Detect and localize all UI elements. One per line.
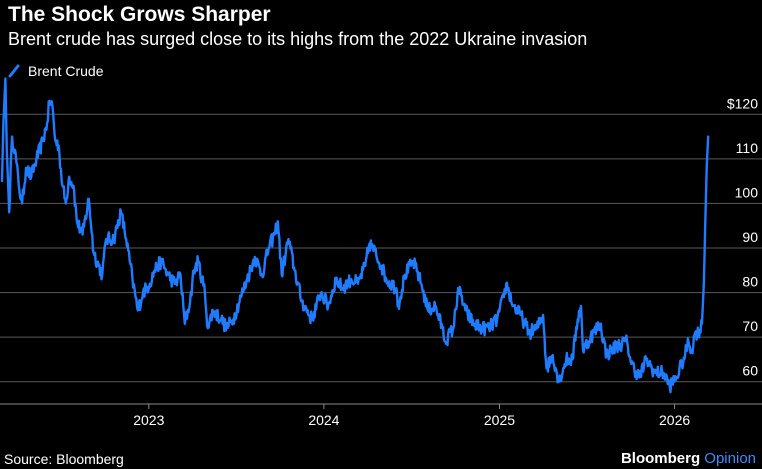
brand-logo: Bloomberg Opinion: [621, 450, 756, 467]
brand-accent: Opinion: [704, 450, 756, 467]
series-line-brent-crude: [0, 77, 710, 394]
y-tick-label: 110: [736, 140, 759, 156]
brand-name: Bloomberg: [620, 450, 701, 467]
x-tick-label: 2025: [484, 412, 515, 428]
source-note: Source: Bloomberg: [4, 451, 124, 467]
legend-label: Brent Crude: [28, 63, 104, 79]
y-tick-label: 90: [742, 229, 758, 245]
y-tick-label: 60: [742, 363, 758, 379]
y-tick-label: 70: [742, 318, 758, 334]
chart-title: The Shock Grows Sharper: [8, 3, 271, 26]
x-tick-label: 2023: [133, 412, 164, 428]
y-tick-label: 80: [742, 274, 758, 290]
legend: Brent Crude: [8, 63, 103, 79]
x-tick-label: 2026: [659, 412, 690, 428]
legend-line-icon: [8, 64, 20, 78]
y-tick-label: 100: [735, 184, 759, 200]
chart-subtitle: Brent crude has surged close to its high…: [8, 29, 588, 49]
x-tick-label: 2024: [308, 412, 339, 428]
y-tick-label: $120: [727, 95, 758, 111]
